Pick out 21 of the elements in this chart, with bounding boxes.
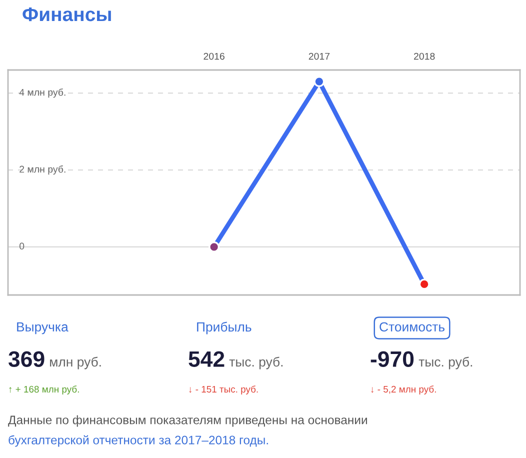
text: 542: [188, 351, 224, 367]
text: 369: [8, 351, 44, 367]
text: Данные по финансовым показателям приведены на основании: [8, 415, 367, 427]
text: ↓ - 5,2 млн руб.: [371, 386, 436, 394]
text: Стоимость: [380, 322, 445, 332]
text: Прибыль: [197, 322, 252, 334]
text: бухгалтерской отчетности за 2017–2018 годы.: [8, 435, 268, 447]
x-tick-label: 2017: [308, 52, 330, 60]
text: -970: [370, 351, 414, 367]
y-tick-label: 0: [19, 242, 24, 250]
x-tick-label: 2016: [204, 52, 224, 60]
y-tick-label: 4 млн руб.: [19, 88, 66, 98]
text: тыс. руб.: [229, 356, 283, 370]
y-tick-label: 2 млн руб.: [20, 165, 66, 175]
text: ↓ - 151 тыс. руб.: [189, 386, 258, 394]
text: тыс. руб.: [418, 356, 472, 370]
text: Выручка: [17, 322, 68, 334]
x-tick-label: 2018: [414, 52, 435, 60]
text: млн руб.: [50, 356, 101, 370]
text: ↑ + 168 млн руб.: [9, 386, 79, 394]
chart-title: Финансы: [22, 8, 111, 22]
